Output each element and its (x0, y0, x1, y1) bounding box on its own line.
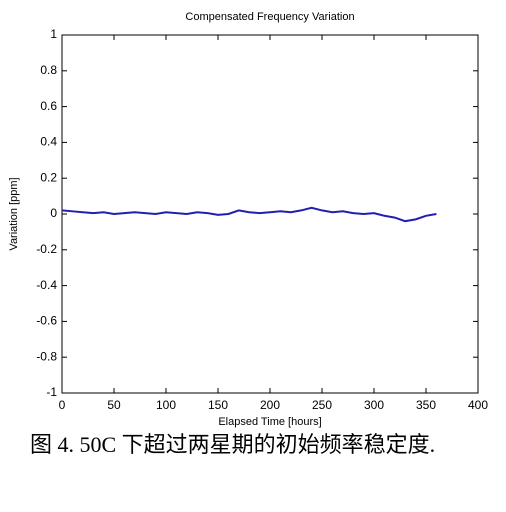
y-tick-label: -0.2 (36, 242, 57, 256)
x-tick-label: 200 (260, 398, 280, 412)
y-tick-label: 0.6 (40, 99, 57, 113)
figure-caption: 图 4. 50C 下超过两星期的初始频率稳定度. (30, 432, 436, 457)
y-tick-label: 0.8 (40, 63, 57, 77)
x-tick-label: 300 (364, 398, 384, 412)
y-axis-label: Variation [ppm] (8, 177, 20, 250)
x-tick-label: 100 (156, 398, 176, 412)
chart-title: Compensated Frequency Variation (185, 11, 354, 23)
x-tick-label: 50 (107, 398, 121, 412)
x-tick-label: 0 (59, 398, 66, 412)
data-line (61, 206, 437, 223)
x-tick-label: 150 (208, 398, 228, 412)
x-tick-label: 400 (468, 398, 488, 412)
y-tick-label: -1 (46, 385, 57, 399)
y-tick-label: -0.6 (36, 314, 57, 328)
y-tick-label: 0.4 (40, 135, 57, 149)
x-tick-label: 250 (312, 398, 332, 412)
chart: Compensated Frequency Variation Elapsed … (8, 11, 488, 428)
y-tick-label: -0.8 (36, 349, 57, 363)
y-tick-label: -0.4 (36, 278, 57, 292)
y-tick-label: 0.2 (40, 170, 57, 184)
x-tick-label: 350 (416, 398, 436, 412)
x-axis-label: Elapsed Time [hours] (218, 416, 321, 428)
y-tick-label: 1 (50, 27, 57, 41)
y-tick-label: 0 (50, 206, 57, 220)
